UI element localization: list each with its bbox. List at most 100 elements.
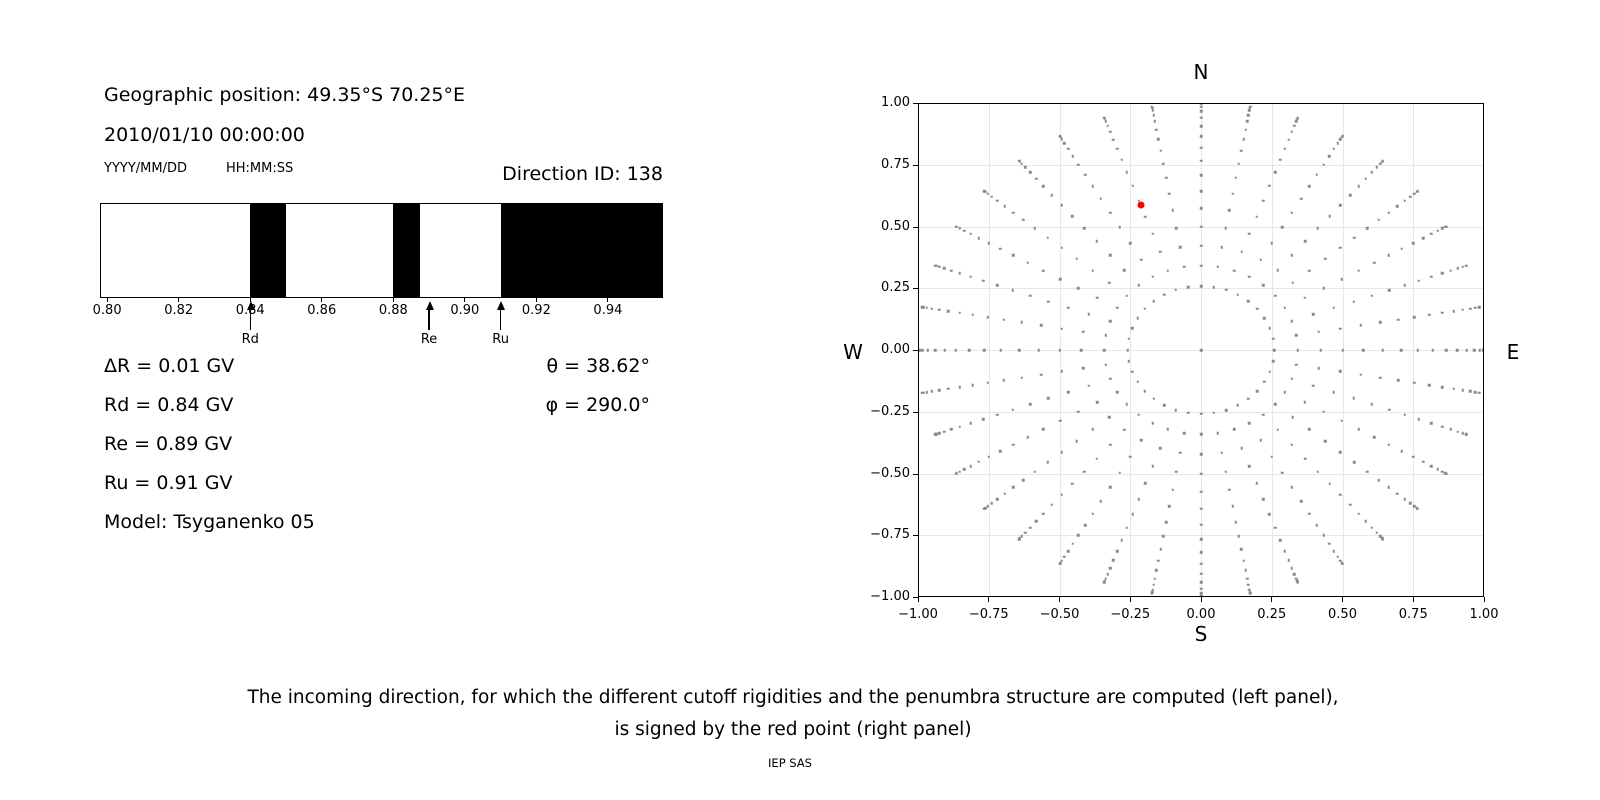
grid-dot [1248, 588, 1251, 591]
grid-dot [1174, 288, 1178, 292]
phi-value: φ = 290.0° [545, 394, 650, 416]
grid-dot [1199, 591, 1203, 595]
grid-dot [1436, 468, 1439, 471]
grid-dot [1166, 269, 1170, 272]
grid-dot [1353, 461, 1356, 464]
grid-dot [1299, 500, 1303, 503]
grid-dot [1106, 124, 1109, 128]
x-tick-mark [1483, 597, 1485, 602]
grid-dot [1430, 275, 1433, 279]
grid-dot [987, 455, 990, 459]
grid-dot [949, 428, 953, 431]
grid-dot [1020, 535, 1024, 538]
grid-dot [1159, 548, 1162, 551]
grid-dot [1268, 512, 1271, 516]
grid-dot [1002, 318, 1006, 321]
grid-dot [1322, 410, 1325, 413]
grid-dot [1378, 162, 1382, 165]
grid-dot [1012, 211, 1015, 214]
grid-dot [1020, 376, 1024, 379]
grid-dot [1247, 583, 1250, 587]
grid-dot [1378, 376, 1382, 379]
grid-dot [1011, 289, 1015, 292]
rigidity-arrow-label: Re [420, 332, 438, 347]
grid-dot [1220, 245, 1224, 249]
y-tick-label: 0.75 [881, 156, 910, 172]
grid-dot [1268, 184, 1271, 188]
model-name: Model: Tsyganenko 05 [104, 511, 315, 533]
grid-dot [1473, 348, 1476, 352]
grid-dot [1409, 195, 1412, 198]
grid-dot [1033, 227, 1037, 230]
grid-dot [1359, 324, 1363, 327]
grid-dot [1108, 566, 1112, 570]
grid-dot [1339, 327, 1342, 330]
grid-dot [1099, 500, 1103, 503]
grid-dot [1365, 470, 1369, 473]
grid-dot [986, 315, 989, 319]
grid-dot [1165, 176, 1168, 180]
grid-dot [1255, 307, 1259, 311]
grid-dot [1108, 486, 1112, 489]
grid-dot [1091, 512, 1094, 516]
delta-r-value: ΔR = 0.01 GV [104, 355, 235, 377]
grid-dot [1112, 138, 1115, 141]
grid-dot [921, 305, 924, 309]
grid-dot [1290, 566, 1294, 570]
grid-dot [1077, 534, 1080, 537]
grid-dot [1452, 309, 1455, 313]
grid-dot [1162, 162, 1165, 165]
grid-dot [1012, 254, 1015, 257]
grid-dot [1465, 348, 1469, 352]
grid-dot [1449, 428, 1453, 431]
grid-dot [1037, 348, 1040, 352]
red-incoming-direction-point [1137, 201, 1145, 209]
grid-dot [1139, 439, 1143, 442]
grid-dot [1166, 428, 1170, 431]
grid-dot [1227, 209, 1231, 212]
grid-dot [1220, 451, 1224, 455]
grid-dot [1087, 313, 1090, 316]
grid-dot [1248, 109, 1251, 112]
grid-dot [1430, 421, 1433, 425]
grid-dot [1130, 370, 1134, 374]
grid-dot [1240, 548, 1243, 551]
grid-dot [1099, 197, 1103, 200]
x-tick-label: 0.00 [1186, 607, 1216, 622]
grid-dot [1370, 170, 1374, 174]
grid-dot [1304, 457, 1307, 460]
grid-dot [1115, 147, 1119, 151]
grid-dot [1115, 549, 1119, 553]
grid-dot [1387, 408, 1391, 411]
grid-dot [1122, 428, 1126, 432]
grid-dot [1328, 482, 1331, 486]
x-tick-label: −0.50 [1039, 607, 1080, 622]
grid-dot [1273, 294, 1277, 297]
grid-dot [1152, 113, 1155, 117]
grid-dot [1091, 184, 1094, 188]
grid-dot [1308, 184, 1311, 188]
grid-dot [1441, 470, 1444, 473]
grid-dot [1066, 390, 1070, 394]
grid-dot [1370, 403, 1374, 406]
grid-dot [1171, 209, 1175, 212]
grid-dot [1339, 138, 1342, 141]
grid-dot [954, 225, 958, 228]
grid-dot [1332, 549, 1336, 553]
grid-dot [1478, 348, 1481, 352]
gridline-vertical [1271, 104, 1273, 596]
grid-dot [1047, 397, 1050, 400]
grid-dot [1059, 277, 1062, 281]
grid-dot [1178, 451, 1182, 455]
grid-dot [1127, 359, 1131, 363]
grid-dot [1095, 240, 1098, 243]
grid-dot [1456, 430, 1460, 433]
grid-dot [1159, 149, 1162, 152]
grid-dot [1125, 294, 1129, 297]
grid-dot [1276, 428, 1280, 432]
grid-dot [1081, 330, 1085, 334]
grid-dot [1012, 486, 1015, 489]
y-tick-mark [913, 597, 918, 598]
grid-dot [1227, 488, 1231, 491]
grid-dot [1171, 488, 1175, 491]
